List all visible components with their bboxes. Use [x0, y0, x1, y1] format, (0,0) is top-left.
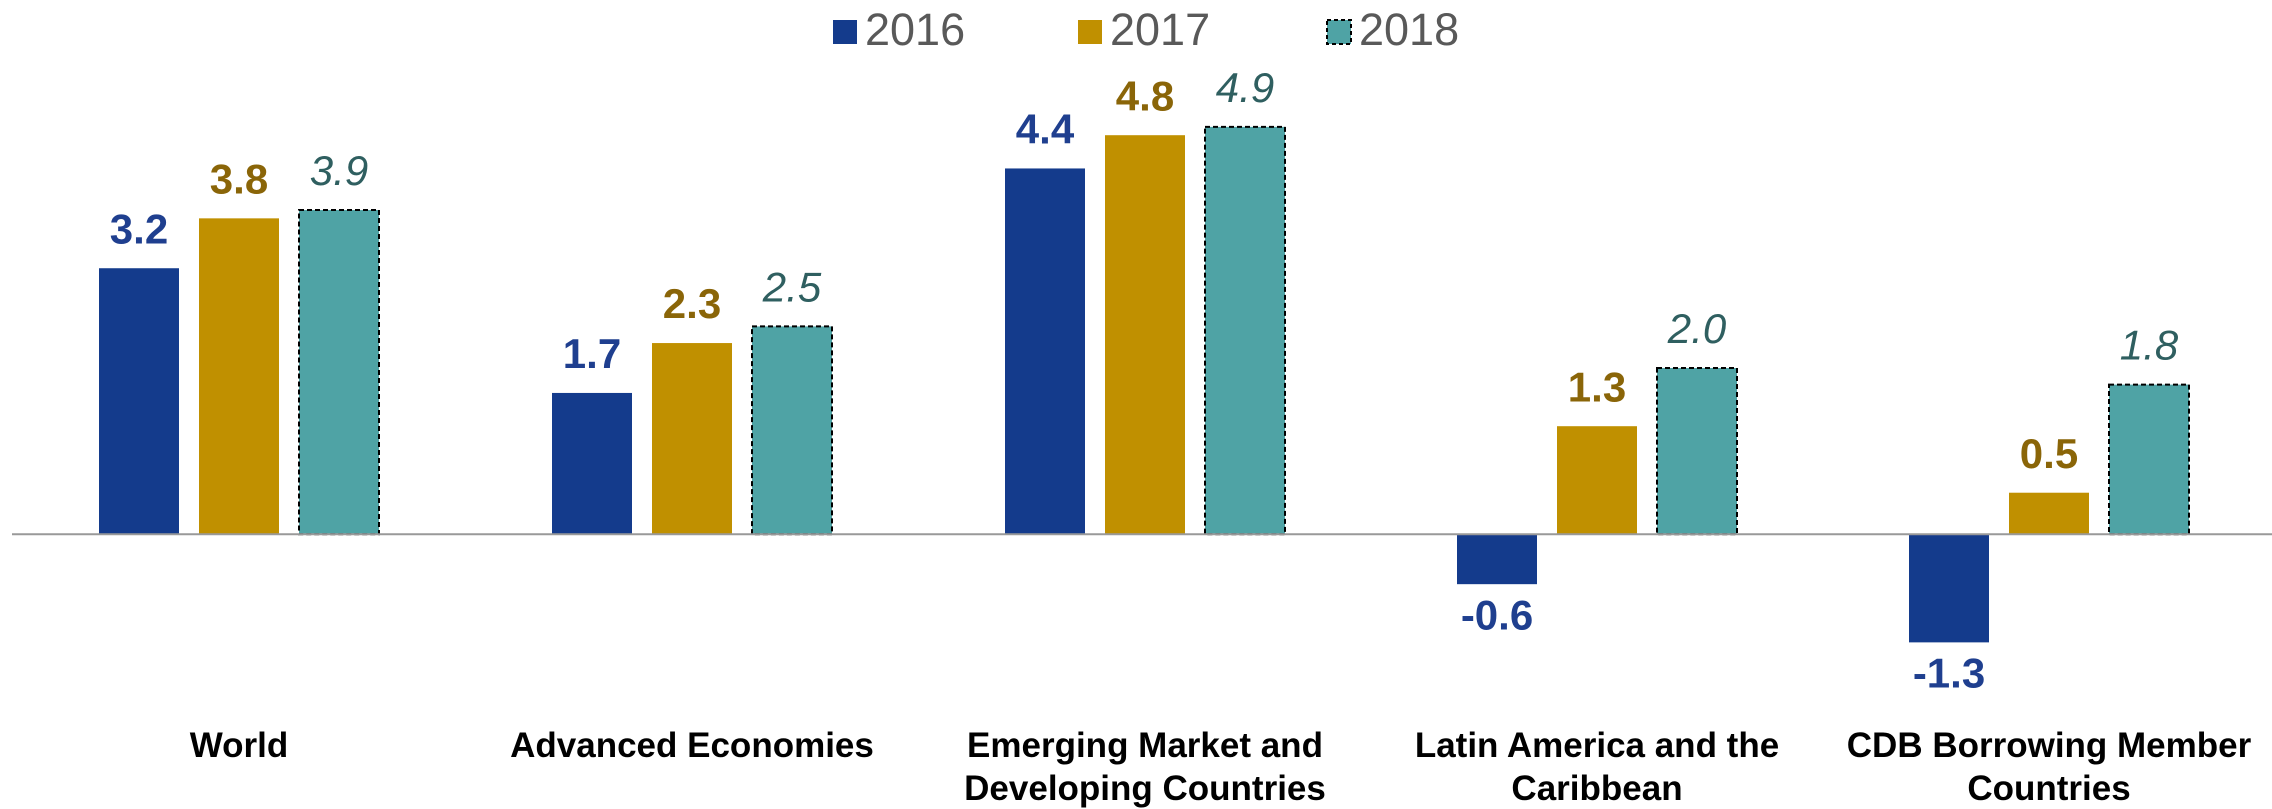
data-label: -0.6: [1461, 591, 1533, 638]
bar: [298, 209, 380, 536]
category-label: World: [189, 726, 289, 765]
legend-label: 2018: [1359, 4, 1459, 55]
data-label: -1.3: [1913, 649, 1985, 696]
bar: [1656, 367, 1738, 536]
bar: [199, 218, 279, 535]
bar: [1105, 135, 1185, 535]
category-label: Emerging Market and Developing Countries: [964, 726, 1326, 808]
data-label: 1.3: [1568, 363, 1626, 410]
category-label: Latin America and the Caribbean: [1414, 726, 1780, 808]
data-label: 4.9: [1216, 64, 1274, 111]
legend-label: 2017: [1110, 4, 1210, 55]
bar: [2009, 492, 2089, 535]
bar: [1909, 534, 1989, 643]
data-label: 1.8: [2120, 322, 2179, 369]
legend-swatch: [833, 20, 857, 44]
bar: [1557, 426, 1637, 535]
data-label: 2.5: [762, 264, 822, 311]
bar: [1204, 125, 1286, 536]
bar: [552, 392, 632, 535]
bar: [751, 325, 833, 536]
data-label: 4.8: [1116, 72, 1174, 119]
category-label: CDB Borrowing Member Countries: [1846, 726, 2252, 808]
legend-swatch: [1326, 19, 1352, 45]
bar: [2108, 383, 2190, 536]
data-label: 2.0: [1667, 305, 1727, 352]
legend-label: 2016: [865, 4, 965, 55]
data-label: 3.9: [310, 147, 368, 194]
bar: [1005, 168, 1085, 535]
legend-swatch: [1078, 20, 1102, 44]
bar: [652, 343, 732, 535]
category-label: Advanced Economies: [510, 726, 874, 765]
bar: [99, 268, 179, 535]
data-label: 4.4: [1016, 106, 1075, 153]
data-label: 3.8: [210, 155, 268, 202]
data-label: 3.2: [110, 205, 168, 252]
bar: [1457, 534, 1537, 585]
data-label: 0.5: [2020, 430, 2078, 477]
data-label: 2.3: [663, 280, 721, 327]
data-label: 1.7: [563, 330, 621, 377]
